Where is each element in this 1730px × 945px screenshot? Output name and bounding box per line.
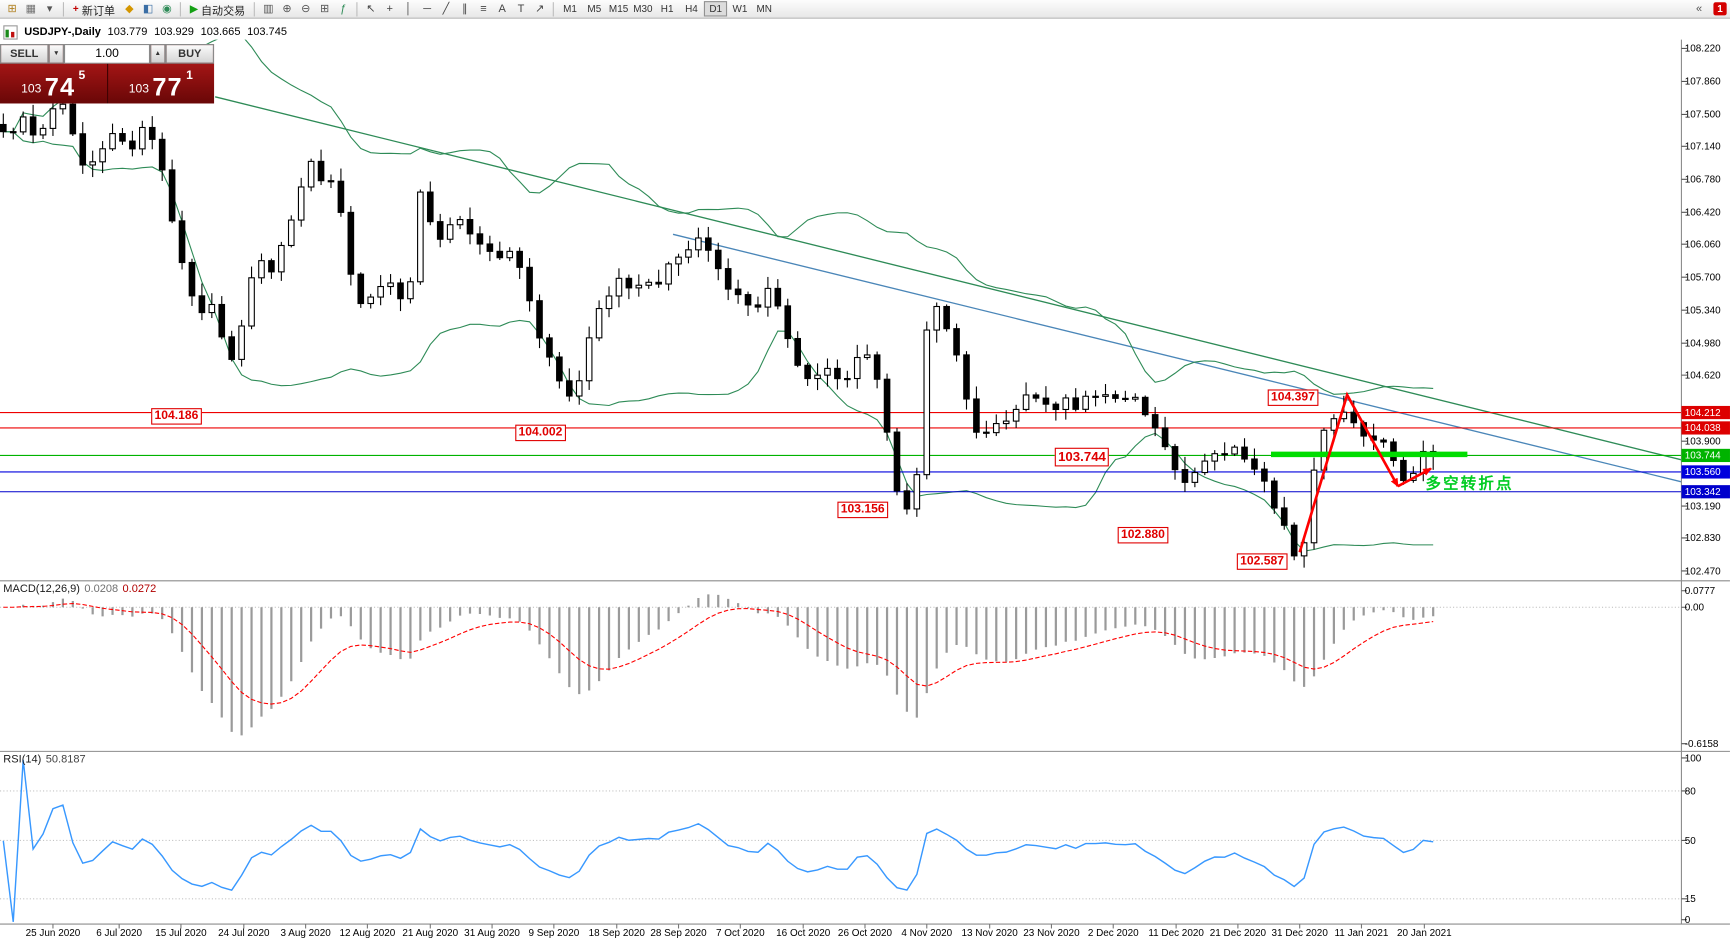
sell-button[interactable]: SELL: [0, 44, 49, 64]
toolbar-separator: [552, 1, 555, 16]
lot-increase-button[interactable]: ▲: [150, 44, 166, 64]
indicators-icon[interactable]: ƒ: [340, 2, 347, 15]
zoom-out-icon[interactable]: ⊖: [301, 2, 311, 15]
timeframe-w1[interactable]: W1: [732, 3, 748, 15]
arrange-windows-icon[interactable]: ▥: [263, 2, 274, 15]
autotrade-play-icon: ▶: [190, 2, 198, 14]
ask-pip-digit: 1: [186, 69, 193, 83]
new-order-label: 新订单: [81, 4, 116, 18]
timeframe-h4[interactable]: H4: [685, 3, 698, 15]
macd-main-value: 0.0208: [84, 583, 119, 596]
timeframe-m1[interactable]: M1: [563, 3, 577, 15]
rsi-name: RSI(14): [3, 753, 42, 766]
hline-icon[interactable]: ─: [423, 2, 432, 15]
ask-big-digits: 77: [152, 72, 183, 102]
ohlc-high: 103.929: [154, 26, 194, 39]
toolbar-separator: [62, 1, 64, 16]
timeframe-m5[interactable]: M5: [587, 3, 602, 15]
timeframe-m30[interactable]: M30: [633, 3, 653, 15]
ohlc-low: 103.665: [200, 26, 241, 39]
buy-price-display[interactable]: 103 77 1: [106, 63, 215, 104]
profiles-icon[interactable]: ▦: [25, 2, 37, 15]
crosshair-icon[interactable]: +: [386, 2, 393, 15]
rsi-line: [2, 759, 1434, 922]
timeframe-mn[interactable]: MN: [756, 3, 772, 15]
toolbar-separator: [253, 1, 256, 16]
macd-signal-line: [3, 602, 1434, 705]
trendline-icon[interactable]: ╱: [442, 2, 450, 15]
grid-icon[interactable]: ⊞: [319, 2, 330, 15]
label-icon[interactable]: T: [517, 2, 525, 15]
chart-list-arrow-icon[interactable]: ▾: [46, 2, 53, 15]
new-order-button[interactable]: + 新订单: [68, 1, 119, 18]
navigator-icon[interactable]: ◉: [162, 2, 172, 15]
autotrade-button[interactable]: ▶ 自动交易: [186, 1, 250, 18]
cursor-icon[interactable]: ↖: [366, 2, 376, 15]
trend-arrow: [1298, 391, 1400, 553]
arrows-icon[interactable]: ↗: [535, 2, 545, 15]
macd-signal-value: 0.0272: [122, 583, 157, 596]
symbol-title: USDJPY-,Daily: [24, 26, 101, 39]
toolbar-right-group: «1: [1690, 1, 1727, 18]
trade-prices-row: 103 74 5 103 77 1: [0, 63, 215, 104]
ohlc-open: 103.779: [107, 26, 148, 39]
text-icon[interactable]: A: [498, 2, 506, 15]
rsi-value: 50.8187: [45, 753, 86, 766]
chart-canvas[interactable]: [0, 19, 1730, 945]
new-chart-icon[interactable]: ⊞: [7, 2, 17, 15]
sell-price-display[interactable]: 103 74 5: [0, 63, 107, 104]
symbol-bar: USDJPY-,Daily 103.779 103.929 103.665 10…: [3, 25, 287, 40]
rsi-pane[interactable]: [0, 759, 1682, 922]
chart-type-icon: [3, 25, 18, 40]
ohlc-close: 103.745: [247, 26, 287, 39]
toolbar-separator: [356, 1, 358, 16]
notification-badge[interactable]: 1: [1713, 2, 1727, 16]
macd-name: MACD(12,26,9): [3, 583, 80, 596]
ask-handle: 103: [128, 82, 150, 96]
market-watch-icon[interactable]: ◆: [125, 2, 134, 15]
data-window-icon[interactable]: ◧: [142, 2, 154, 15]
trade-controls-row: SELL ▼ ▲ BUY: [0, 44, 215, 64]
vline-icon[interactable]: │: [404, 2, 412, 15]
fibonacci-icon[interactable]: ≡: [480, 2, 487, 15]
timeframe-d1[interactable]: D1: [704, 1, 728, 17]
timeframe-m15[interactable]: M15: [608, 3, 629, 15]
timeframe-h1[interactable]: H1: [660, 3, 674, 15]
bid-pip-digit: 5: [78, 69, 86, 83]
rsi-indicator-label: RSI(14) 50.8187: [3, 754, 85, 766]
new-order-icon: +: [72, 3, 79, 15]
toolbar-separator: [180, 1, 182, 16]
toolbar-overflow-icon[interactable]: «: [1696, 2, 1703, 15]
trend-arrow-2: [1397, 467, 1432, 488]
price-pane[interactable]: [0, 32, 1682, 568]
lot-decrease-button[interactable]: ▼: [48, 44, 64, 64]
toolbar: ⊞ ▦ ▾ + 新订单 ◆ ◧ ◉ ▶ 自动交易 ▥ ⊕ ⊖ ⊞ ƒ ↖ + │ ─ ╱ ∥ ≡ A T ↗ M1 M5 M15 M30…: [0, 0, 1730, 19]
zoom-in-icon[interactable]: ⊕: [282, 2, 292, 15]
turning-point-note: 多空转折点: [1425, 474, 1514, 492]
chart-area: USDJPY-,Daily 103.779 103.929 103.665 10…: [0, 19, 1730, 945]
channel-icon[interactable]: ∥: [461, 2, 468, 15]
macd-indicator-label: MACD(12,26,9) 0.0208 0.0272: [3, 583, 156, 595]
macd-pane[interactable]: [0, 594, 1682, 736]
bid-big-digits: 74: [44, 72, 76, 102]
lot-size-input[interactable]: [63, 44, 151, 64]
one-click-trading-panel: SELL ▼ ▲ BUY 103 74 5 103 77 1: [0, 44, 215, 104]
buy-button[interactable]: BUY: [165, 44, 215, 64]
autotrade-label: 自动交易: [201, 4, 246, 18]
bid-handle: 103: [21, 82, 42, 96]
